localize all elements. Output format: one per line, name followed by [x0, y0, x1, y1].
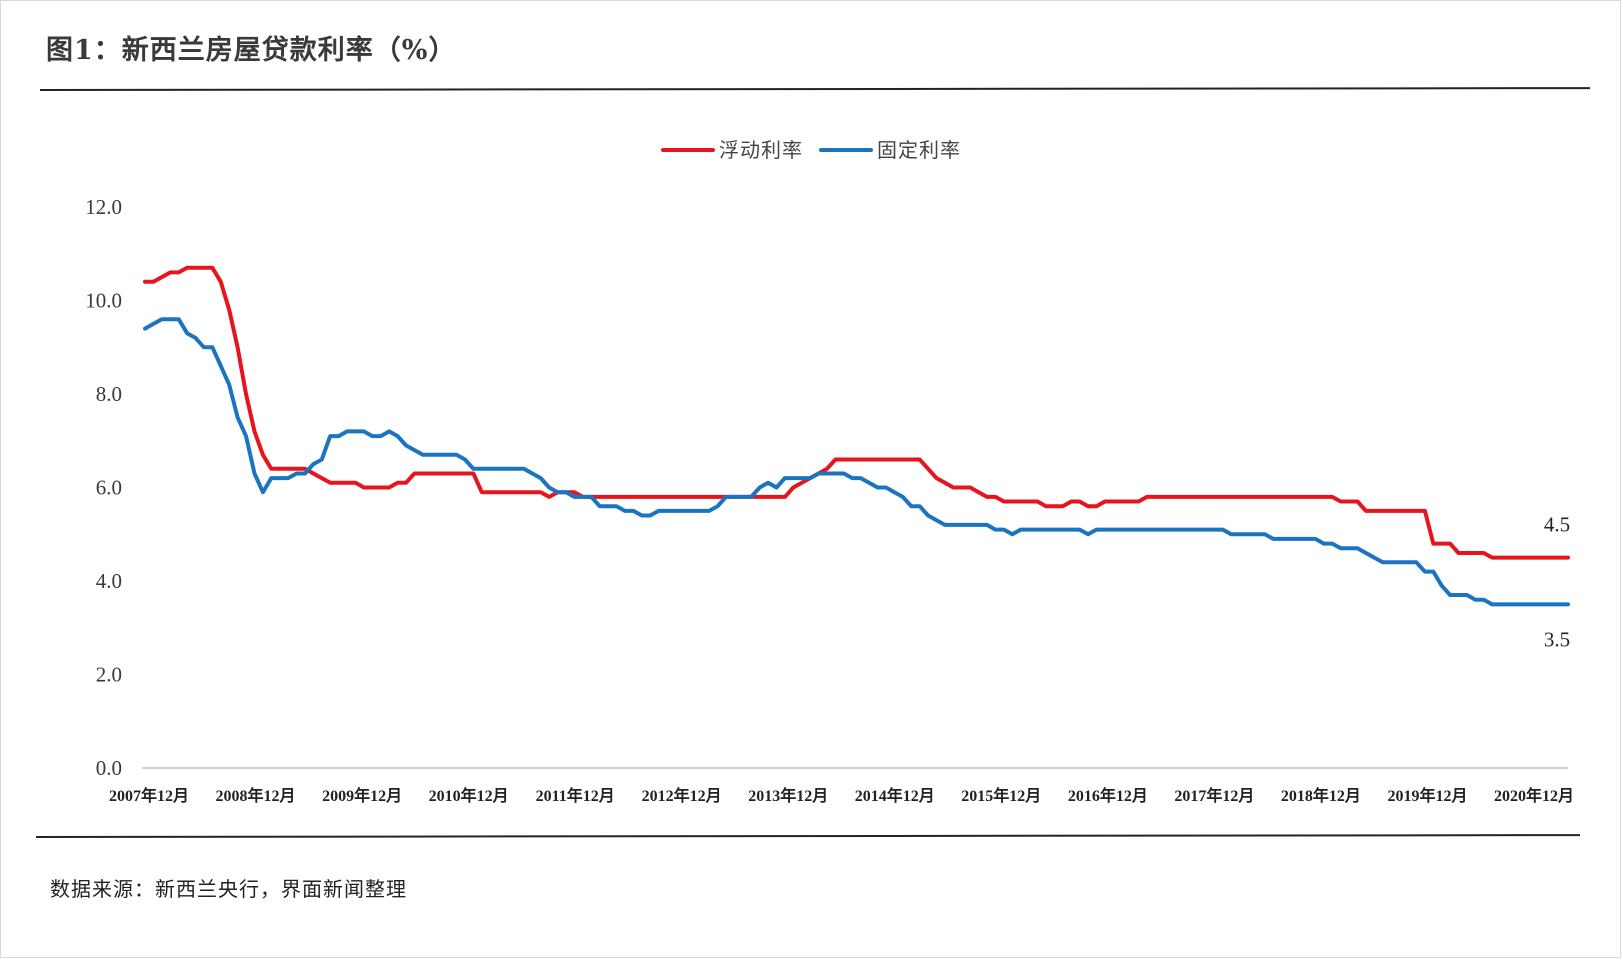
x-tick-label: 2010年12月: [429, 786, 509, 805]
chart-title: 图1：新西兰房屋贷款利率（%）: [46, 35, 457, 66]
x-tick-label: 2008年12月: [216, 786, 296, 805]
x-tick-label: 2012年12月: [642, 786, 722, 805]
end-labels: 4.5 3.5: [1544, 513, 1570, 652]
y-tick-label: 12.0: [85, 195, 122, 219]
y-axis-ticks: 0.0 2.0 4.0 6.0 8.0 10.0 12.0: [85, 195, 122, 780]
y-tick-label: 2.0: [96, 663, 122, 687]
x-tick-label: 2013年12月: [748, 786, 828, 805]
x-tick-label: 2009年12月: [322, 786, 402, 805]
y-tick-label: 4.0: [96, 569, 122, 593]
series-line-floating-rate: [143, 265, 1570, 560]
legend: 浮动利率 固定利率: [661, 138, 961, 162]
legend-label: 浮动利率: [719, 138, 803, 162]
x-tick-label: 2007年12月: [109, 786, 189, 805]
series-end-label: 3.5: [1544, 627, 1570, 651]
x-axis-ticks: 2007年12月 2008年12月 2009年12月 2010年12月 2011年12月…: [109, 786, 1574, 805]
x-tick-label: 2016年12月: [1068, 786, 1148, 805]
x-tick-label: 2015年12月: [961, 786, 1041, 805]
x-tick-label: 2020年12月: [1494, 786, 1574, 805]
x-tick-label: 2017年12月: [1174, 786, 1254, 805]
series-line-fixed-rate: [143, 317, 1570, 607]
x-tick-label: 2018年12月: [1281, 786, 1361, 805]
y-tick-label: 6.0: [96, 476, 122, 500]
series-end-label: 4.5: [1544, 513, 1570, 537]
x-tick-label: 2014年12月: [855, 786, 935, 805]
legend-label: 固定利率: [877, 138, 961, 162]
y-tick-label: 8.0: [96, 382, 122, 406]
series-group: [143, 265, 1570, 607]
x-tick-label: 2011年12月: [536, 786, 615, 805]
data-source-note: 数据来源：新西兰央行，界面新闻整理: [50, 877, 407, 901]
y-tick-label: 0.0: [96, 756, 122, 780]
y-tick-label: 10.0: [85, 289, 122, 313]
x-tick-label: 2019年12月: [1387, 786, 1467, 805]
